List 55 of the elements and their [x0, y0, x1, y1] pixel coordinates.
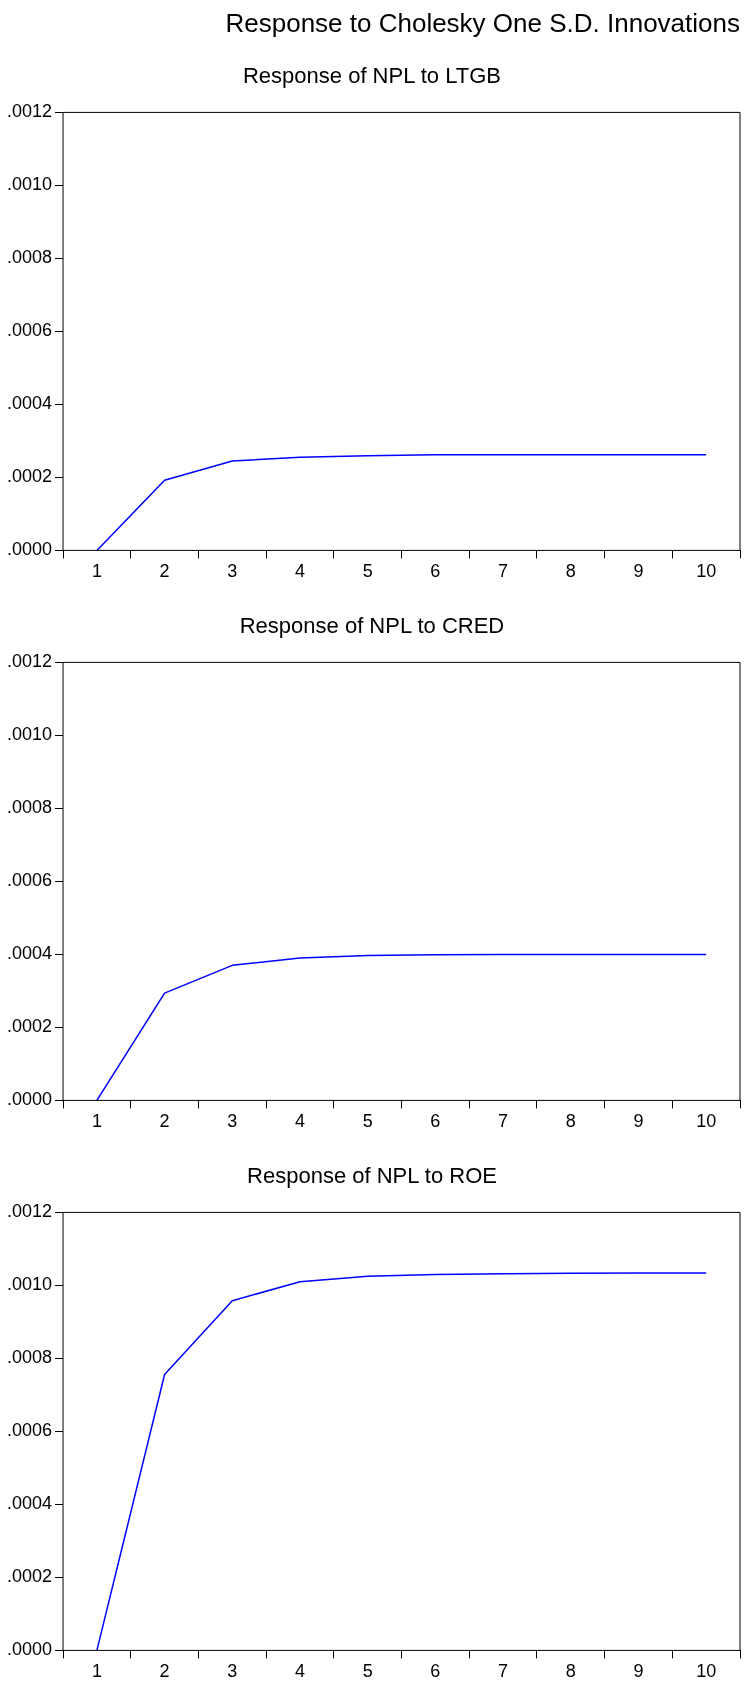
x-tick-label: 4: [294, 1111, 305, 1132]
y-tick-label: .0010: [7, 174, 53, 195]
x-tick-label: 3: [227, 561, 238, 582]
y-tick-label: .0002: [7, 1566, 53, 1587]
y-tick-label: .0012: [7, 101, 53, 122]
x-tick-label: 1: [91, 1111, 102, 1132]
x-tick-label: 8: [565, 561, 576, 582]
y-tick-label: .0000: [7, 1639, 53, 1660]
x-tick-label: 8: [565, 1111, 576, 1132]
x-tick-label: 9: [633, 1661, 644, 1682]
text: Response to Cholesky One S.D. Innovations: [224, 7, 741, 40]
x-tick-label: 2: [159, 1111, 170, 1132]
y-tick-label: .0006: [7, 870, 53, 891]
y-tick-label: .0010: [7, 724, 53, 745]
y-tick-label: .0004: [7, 1493, 53, 1514]
x-tick-label: 5: [362, 1111, 373, 1132]
y-tick-label: .0000: [7, 539, 53, 560]
y-tick-label: .0010: [7, 1274, 53, 1295]
x-tick-label: 5: [362, 561, 373, 582]
x-tick-label: 5: [362, 1661, 373, 1682]
x-tick-label: 1: [91, 561, 102, 582]
x-tick-label: 4: [294, 561, 305, 582]
x-tick-label: 6: [430, 1111, 441, 1132]
x-tick-label: 4: [294, 1661, 305, 1682]
x-tick-label: 2: [159, 561, 170, 582]
chart-title: Response of NPL to ROE: [247, 1163, 497, 1189]
y-tick-label: .0002: [7, 466, 53, 487]
x-tick-label: 10: [696, 1111, 717, 1132]
x-tick-label: 6: [430, 561, 441, 582]
x-tick-label: 2: [159, 1661, 170, 1682]
y-tick-label: .0000: [7, 1089, 53, 1110]
y-tick-label: .0004: [7, 943, 53, 964]
chart-title: Response of NPL to LTGB: [242, 63, 502, 89]
x-tick-label: 7: [498, 1111, 509, 1132]
x-tick-label: 3: [227, 1661, 238, 1682]
y-tick-label: .0012: [7, 1201, 53, 1222]
x-tick-label: 6: [430, 1661, 441, 1682]
x-tick-label: 10: [696, 561, 717, 582]
y-tick-label: .0008: [7, 797, 53, 818]
y-tick-label: .0006: [7, 320, 53, 341]
chart-title: Response of NPL to CRED: [239, 613, 505, 639]
x-tick-label: 9: [633, 561, 644, 582]
y-tick-label: .0004: [7, 393, 53, 414]
y-tick-label: .0006: [7, 1420, 53, 1441]
x-tick-label: 9: [633, 1111, 644, 1132]
x-tick-label: 3: [227, 1111, 238, 1132]
y-tick-label: .0012: [7, 651, 53, 672]
x-tick-label: 10: [696, 1661, 717, 1682]
x-tick-label: 1: [91, 1661, 102, 1682]
x-tick-label: 7: [498, 561, 509, 582]
y-tick-label: .0008: [7, 247, 53, 268]
y-tick-label: .0008: [7, 1347, 53, 1368]
x-tick-label: 7: [498, 1661, 509, 1682]
y-tick-label: .0002: [7, 1016, 53, 1037]
x-tick-label: 8: [565, 1661, 576, 1682]
